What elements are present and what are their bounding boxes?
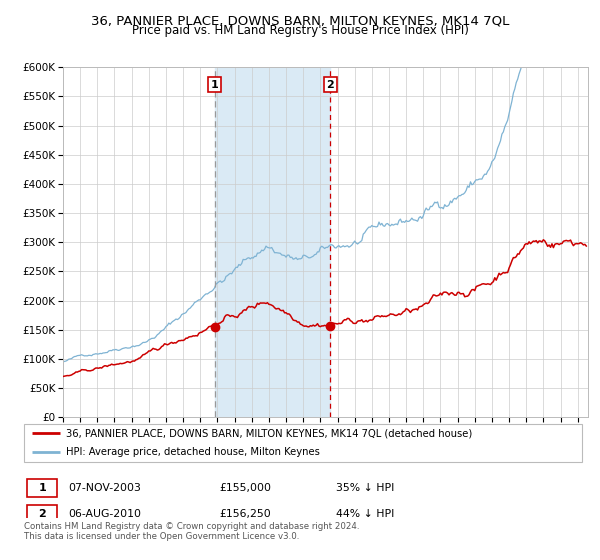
Text: Contains HM Land Registry data © Crown copyright and database right 2024.
This d: Contains HM Land Registry data © Crown c… <box>24 522 359 542</box>
Bar <box>215 67 331 417</box>
Text: 35% ↓ HPI: 35% ↓ HPI <box>337 483 395 493</box>
Text: £155,000: £155,000 <box>220 483 271 493</box>
Text: 07-NOV-2003: 07-NOV-2003 <box>68 483 142 493</box>
Text: Price paid vs. HM Land Registry's House Price Index (HPI): Price paid vs. HM Land Registry's House … <box>131 24 469 37</box>
Text: 1: 1 <box>38 483 46 493</box>
Text: 2: 2 <box>326 80 334 90</box>
Text: 1: 1 <box>211 80 218 90</box>
Text: 2: 2 <box>38 509 46 519</box>
Text: 36, PANNIER PLACE, DOWNS BARN, MILTON KEYNES, MK14 7QL (detached house): 36, PANNIER PLACE, DOWNS BARN, MILTON KE… <box>66 428 472 438</box>
Text: £156,250: £156,250 <box>220 509 271 519</box>
FancyBboxPatch shape <box>27 479 58 497</box>
Text: HPI: Average price, detached house, Milton Keynes: HPI: Average price, detached house, Milt… <box>66 447 320 458</box>
Text: 36, PANNIER PLACE, DOWNS BARN, MILTON KEYNES, MK14 7QL: 36, PANNIER PLACE, DOWNS BARN, MILTON KE… <box>91 14 509 27</box>
FancyBboxPatch shape <box>27 505 58 523</box>
Text: 06-AUG-2010: 06-AUG-2010 <box>68 509 142 519</box>
FancyBboxPatch shape <box>24 424 582 462</box>
Text: 44% ↓ HPI: 44% ↓ HPI <box>337 509 395 519</box>
